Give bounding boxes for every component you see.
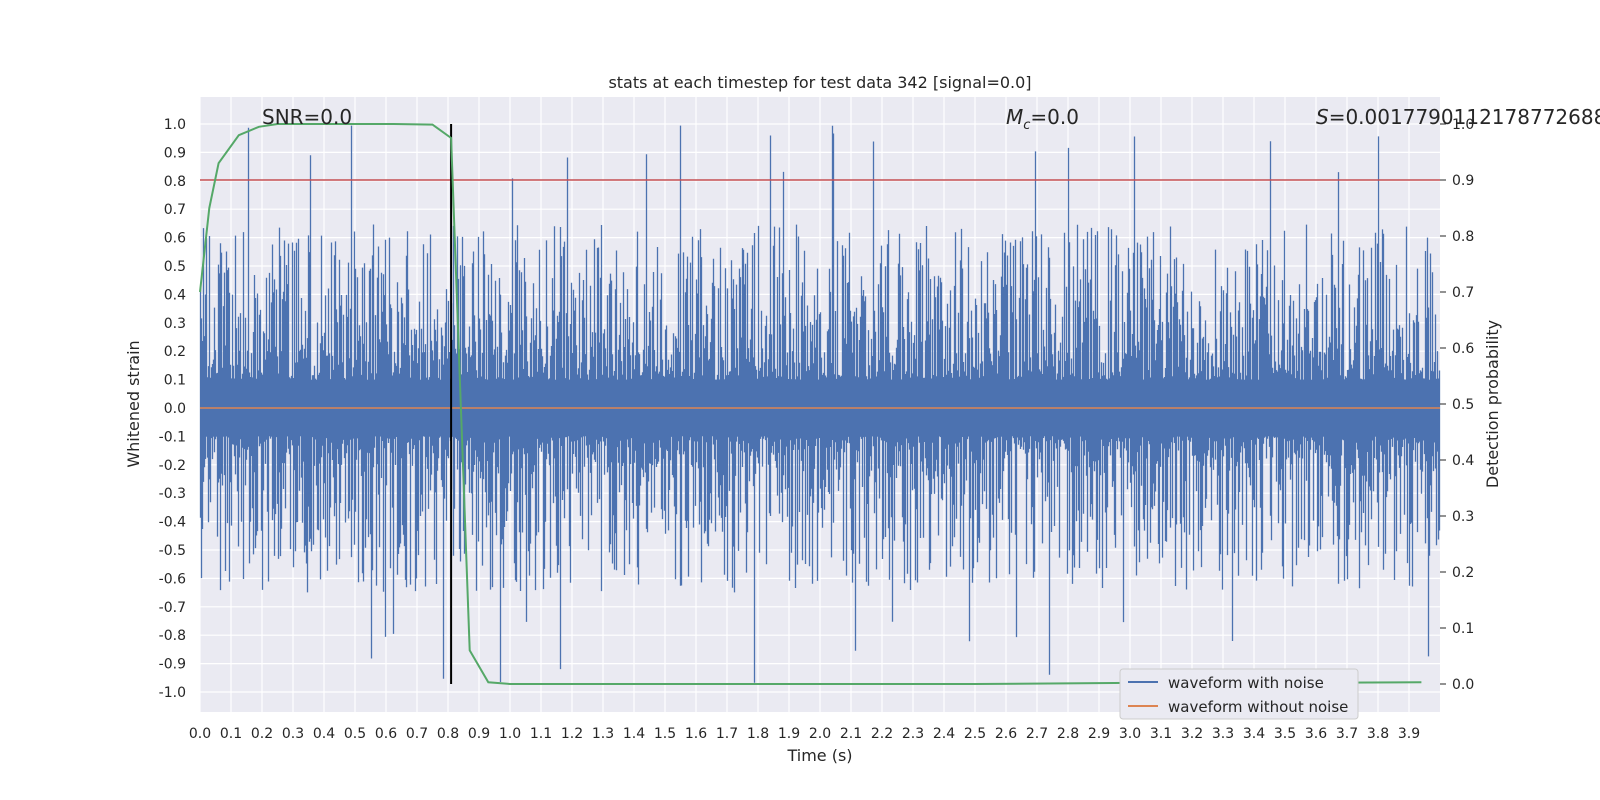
x-tick-label: 1.3	[592, 726, 614, 742]
y-tick-label: 0.8	[164, 174, 186, 190]
series-waveform-with-noise	[199, 125, 1441, 683]
x-tick-label: 1.8	[747, 726, 769, 742]
x-tick-label: 0.4	[313, 726, 335, 742]
legend-label-clean: waveform without noise	[1168, 698, 1348, 716]
x-tick-label: 1.7	[716, 726, 738, 742]
y-tick-label: 0.2	[164, 344, 186, 360]
x-tick-label: 0.9	[468, 726, 490, 742]
y-axis-label: Whitened strain	[124, 340, 143, 467]
x-tick-label: 0.6	[375, 726, 397, 742]
y-tick-label: 0.1	[164, 373, 186, 389]
x-tick-label: 2.9	[1088, 726, 1110, 742]
y-tick-label: -0.7	[159, 600, 186, 616]
y-tick-label: -0.2	[159, 458, 186, 474]
s-symbol: S	[1316, 105, 1329, 129]
y-tick-label: 0.3	[164, 316, 186, 332]
x-tick-label: 0.0	[189, 726, 211, 742]
x-tick-label: 2.0	[809, 726, 831, 742]
legend-box	[1119, 668, 1359, 720]
x-tick-label: 2.7	[1026, 726, 1048, 742]
y2-tick-labels: 1.0 0.9 0.8 0.7 0.6 0.5 0.4 0.3 0.2 0.1 0.0	[1440, 117, 1474, 693]
chart-title: stats at each timestep for test data 342…	[608, 73, 1031, 92]
x-tick-label: 2.8	[1057, 726, 1079, 742]
x-tick-label: 0.3	[282, 726, 304, 742]
x-tick-label: 3.6	[1305, 726, 1327, 742]
x-tick-label: 3.4	[1243, 726, 1265, 742]
y2-tick-label: 0.8	[1452, 229, 1474, 245]
x-tick-label: 0.1	[220, 726, 242, 742]
y-tick-label: -0.5	[159, 543, 186, 559]
s-annotation: S=0.0017790112178772688	[1316, 105, 1600, 129]
y-tick-label: -0.3	[159, 486, 186, 502]
x-axis-label: Time (s)	[786, 746, 852, 765]
y2-tick-label: 0.7	[1452, 285, 1474, 301]
y2-tick-label: 0.6	[1452, 341, 1474, 357]
x-tick-labels: 0.0 0.1 0.2 0.3 0.4 0.5 0.6 0.7 0.8 0.9 1.0 1.1 1.2 1…	[189, 726, 1420, 742]
y2-tick-label: 0.0	[1452, 677, 1474, 693]
y-tick-label: -0.1	[159, 429, 186, 445]
chirp-mass-subscript: c	[1023, 118, 1030, 133]
y-tick-label: 0.0	[164, 401, 186, 417]
y-tick-label: -1.0	[159, 685, 186, 701]
y-tick-label: 0.6	[164, 231, 186, 247]
chirp-mass-symbol: M	[1006, 105, 1023, 129]
legend: waveform with noise waveform without noi…	[1119, 668, 1359, 720]
x-tick-label: 2.3	[902, 726, 924, 742]
x-tick-label: 3.8	[1367, 726, 1389, 742]
x-tick-label: 1.2	[561, 726, 583, 742]
y2-tick-label: 0.9	[1452, 173, 1474, 189]
x-tick-label: 1.5	[654, 726, 676, 742]
x-tick-label: 2.2	[871, 726, 893, 742]
x-tick-label: 1.1	[530, 726, 552, 742]
x-tick-label: 3.0	[1119, 726, 1141, 742]
x-tick-label: 1.9	[778, 726, 800, 742]
x-tick-label: 0.8	[437, 726, 459, 742]
y-tick-label: -0.4	[159, 515, 186, 531]
x-tick-label: 3.2	[1181, 726, 1203, 742]
y2-axis-label: Detection probability	[1483, 320, 1502, 488]
y2-tick-label: 0.2	[1452, 565, 1474, 581]
y2-tick-label: 0.5	[1452, 397, 1474, 413]
x-tick-label: 2.5	[964, 726, 986, 742]
y2-tick-label: 0.1	[1452, 621, 1474, 637]
y-tick-labels: 1.0 0.9 0.8 0.7 0.6 0.5 0.4 0.3 0.2 0.1 0.0 -0.1 -0.…	[159, 117, 186, 701]
x-tick-label: 3.9	[1398, 726, 1420, 742]
y-tick-label: 1.0	[164, 117, 186, 133]
x-tick-label: 1.6	[685, 726, 707, 742]
x-tick-label: 2.4	[933, 726, 955, 742]
x-tick-label: 1.4	[623, 726, 645, 742]
chirp-mass-annotation: Mc=0.0	[1006, 105, 1079, 133]
y2-tick-label: 1.0	[1452, 117, 1474, 133]
x-tick-label: 0.7	[406, 726, 428, 742]
noise-trace	[199, 125, 1441, 683]
x-tick-label: 2.1	[840, 726, 862, 742]
x-tick-label: 3.3	[1212, 726, 1234, 742]
x-tick-label: 3.5	[1274, 726, 1296, 742]
y2-tick-label: 0.3	[1452, 509, 1474, 525]
series-detection-probability	[199, 123, 1422, 685]
y-tick-label: -0.6	[159, 571, 186, 587]
snr-annotation: SNR=0.0	[262, 105, 352, 129]
x-tick-label: 2.6	[995, 726, 1017, 742]
x-tick-label: 3.7	[1336, 726, 1358, 742]
y-tick-label: -0.8	[159, 628, 186, 644]
x-tick-label: 1.0	[499, 726, 521, 742]
legend-label-noise: waveform with noise	[1168, 674, 1324, 692]
x-tick-label: 0.5	[344, 726, 366, 742]
y-tick-label: -0.9	[159, 657, 186, 673]
x-tick-label: 3.1	[1150, 726, 1172, 742]
y-tick-label: 0.7	[164, 202, 186, 218]
s-value: =0.0017790112178772688	[1329, 105, 1600, 129]
y-tick-label: 0.4	[164, 287, 186, 303]
x-tick-label: 0.2	[251, 726, 273, 742]
y2-tick-label: 0.4	[1452, 453, 1474, 469]
chirp-mass-value: =0.0	[1030, 105, 1079, 129]
y-tick-label: 0.9	[164, 145, 186, 161]
y-tick-label: 0.5	[164, 259, 186, 275]
